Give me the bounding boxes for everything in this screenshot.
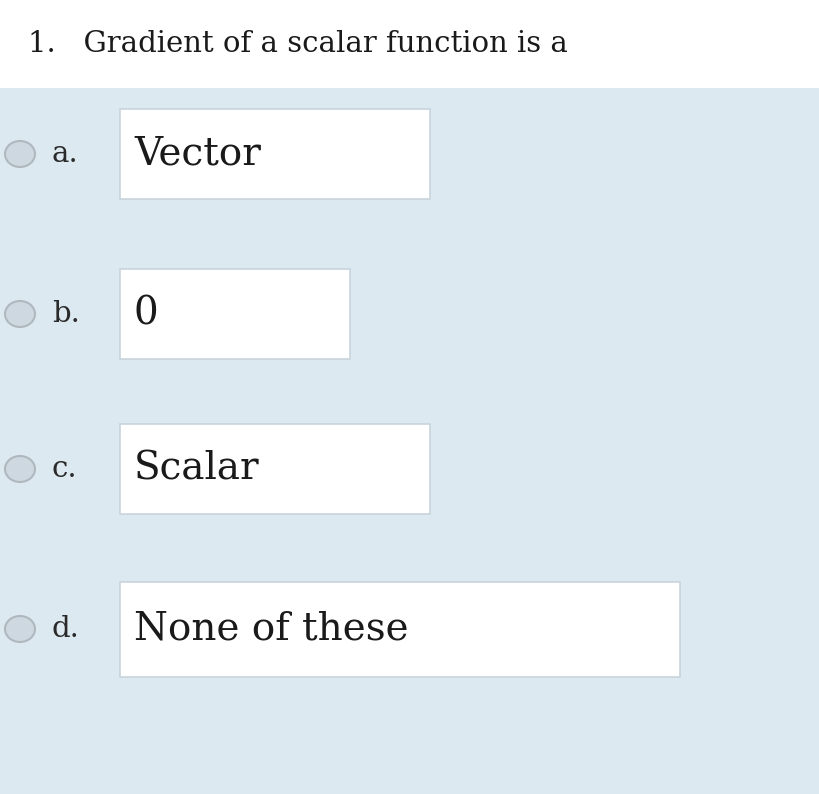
Text: Vector: Vector	[133, 136, 260, 172]
FancyBboxPatch shape	[120, 109, 429, 199]
Text: b.: b.	[52, 300, 79, 328]
Text: None of these: None of these	[133, 611, 408, 647]
FancyBboxPatch shape	[0, 0, 819, 88]
Text: d.: d.	[52, 615, 79, 643]
FancyBboxPatch shape	[120, 269, 350, 359]
Ellipse shape	[5, 301, 35, 327]
Text: Scalar: Scalar	[133, 450, 260, 488]
FancyBboxPatch shape	[120, 581, 679, 676]
Ellipse shape	[5, 616, 35, 642]
Text: 0: 0	[133, 295, 159, 333]
Ellipse shape	[5, 141, 35, 167]
FancyBboxPatch shape	[120, 424, 429, 514]
Text: c.: c.	[52, 455, 78, 483]
Text: 1.   Gradient of a scalar function is a: 1. Gradient of a scalar function is a	[28, 30, 568, 58]
Ellipse shape	[5, 456, 35, 482]
Text: a.: a.	[52, 140, 79, 168]
